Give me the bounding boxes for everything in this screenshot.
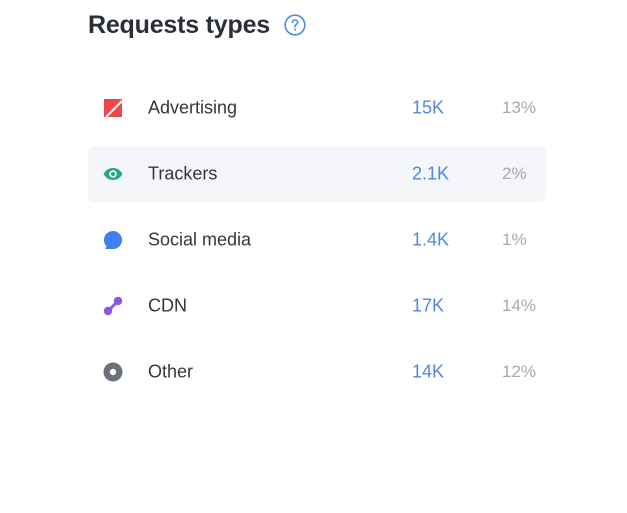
- row-count: 1.4K: [412, 229, 450, 250]
- chat-bubble-icon: [102, 229, 124, 251]
- row-label: Advertising: [148, 97, 238, 118]
- list-item-trackers[interactable]: Trackers 2.1K 2%: [88, 146, 546, 202]
- row-label: CDN: [148, 295, 187, 316]
- eye-icon: [102, 163, 124, 185]
- other-dot-icon: [102, 361, 124, 383]
- list-item-other[interactable]: Other 14K 12%: [88, 344, 546, 400]
- row-label: Trackers: [148, 163, 218, 184]
- panel-title: Requests types: [88, 10, 270, 39]
- row-percent: 13%: [502, 98, 537, 117]
- list-item-advertising[interactable]: Advertising 15K 13%: [88, 80, 546, 136]
- request-types-list: Advertising 15K 13% Trackers 2.1K 2%: [88, 80, 546, 410]
- help-icon[interactable]: [284, 14, 306, 36]
- row-percent: 12%: [502, 362, 537, 381]
- row-percent: 14%: [502, 296, 537, 315]
- list-item-cdn[interactable]: CDN 17K 14%: [88, 278, 546, 334]
- row-count: 2.1K: [412, 163, 450, 184]
- row-label: Social media: [148, 229, 252, 250]
- row-label: Other: [148, 361, 194, 382]
- panel-header: Requests types: [88, 8, 306, 42]
- advertising-icon: [102, 97, 124, 119]
- cdn-icon: [102, 295, 124, 317]
- row-count: 17K: [412, 295, 445, 316]
- row-count: 14K: [412, 361, 445, 382]
- row-percent: 1%: [502, 230, 527, 249]
- row-count: 15K: [412, 97, 445, 118]
- list-item-social-media[interactable]: Social media 1.4K 1%: [88, 212, 546, 268]
- row-percent: 2%: [502, 164, 527, 183]
